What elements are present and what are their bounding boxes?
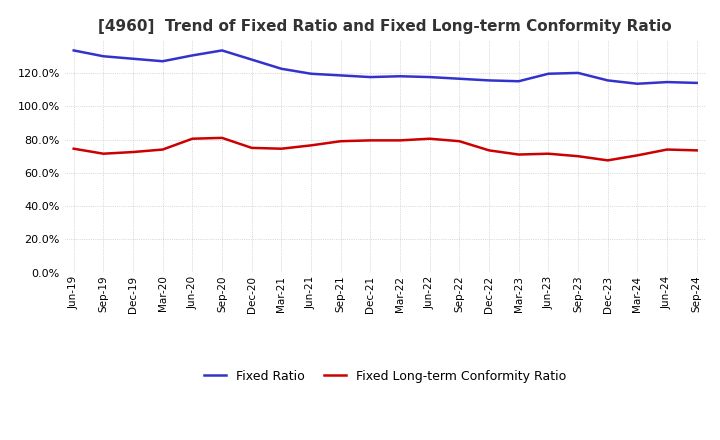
Fixed Long-term Conformity Ratio (307, 143, 315, 148)
Fixed Long-term Conformity Ratio (514, 152, 523, 157)
Fixed Long-term Conformity Ratio (217, 135, 226, 140)
Fixed Long-term Conformity Ratio (544, 151, 553, 156)
Fixed Long-term Conformity Ratio (485, 148, 493, 153)
Fixed Ratio (693, 80, 701, 85)
Fixed Ratio (544, 71, 553, 77)
Fixed Ratio (248, 57, 256, 62)
Fixed Ratio (455, 76, 464, 81)
Fixed Long-term Conformity Ratio (633, 153, 642, 158)
Fixed Long-term Conformity Ratio (662, 147, 671, 152)
Fixed Long-term Conformity Ratio (69, 146, 78, 151)
Fixed Ratio (514, 79, 523, 84)
Fixed Long-term Conformity Ratio (455, 139, 464, 144)
Fixed Ratio (426, 74, 434, 80)
Fixed Ratio (69, 48, 78, 53)
Fixed Long-term Conformity Ratio (248, 145, 256, 150)
Fixed Long-term Conformity Ratio (158, 147, 167, 152)
Fixed Ratio (366, 74, 374, 80)
Line: Fixed Long-term Conformity Ratio: Fixed Long-term Conformity Ratio (73, 138, 697, 160)
Fixed Ratio (158, 59, 167, 64)
Fixed Long-term Conformity Ratio (693, 148, 701, 153)
Fixed Ratio (633, 81, 642, 86)
Fixed Long-term Conformity Ratio (99, 151, 108, 156)
Fixed Ratio (217, 48, 226, 53)
Fixed Ratio (603, 78, 612, 83)
Fixed Long-term Conformity Ratio (426, 136, 434, 141)
Fixed Long-term Conformity Ratio (336, 139, 345, 144)
Fixed Ratio (485, 78, 493, 83)
Fixed Long-term Conformity Ratio (396, 138, 405, 143)
Fixed Ratio (129, 56, 138, 62)
Fixed Long-term Conformity Ratio (188, 136, 197, 141)
Fixed Ratio (277, 66, 286, 71)
Title: [4960]  Trend of Fixed Ratio and Fixed Long-term Conformity Ratio: [4960] Trend of Fixed Ratio and Fixed Lo… (99, 19, 672, 34)
Line: Fixed Ratio: Fixed Ratio (73, 51, 697, 84)
Fixed Ratio (662, 80, 671, 85)
Fixed Long-term Conformity Ratio (129, 150, 138, 155)
Fixed Ratio (396, 73, 405, 79)
Legend: Fixed Ratio, Fixed Long-term Conformity Ratio: Fixed Ratio, Fixed Long-term Conformity … (199, 365, 572, 388)
Fixed Long-term Conformity Ratio (603, 158, 612, 163)
Fixed Long-term Conformity Ratio (277, 146, 286, 151)
Fixed Ratio (336, 73, 345, 78)
Fixed Ratio (99, 54, 108, 59)
Fixed Ratio (307, 71, 315, 77)
Fixed Long-term Conformity Ratio (574, 154, 582, 159)
Fixed Ratio (574, 70, 582, 76)
Fixed Long-term Conformity Ratio (366, 138, 374, 143)
Fixed Ratio (188, 53, 197, 58)
